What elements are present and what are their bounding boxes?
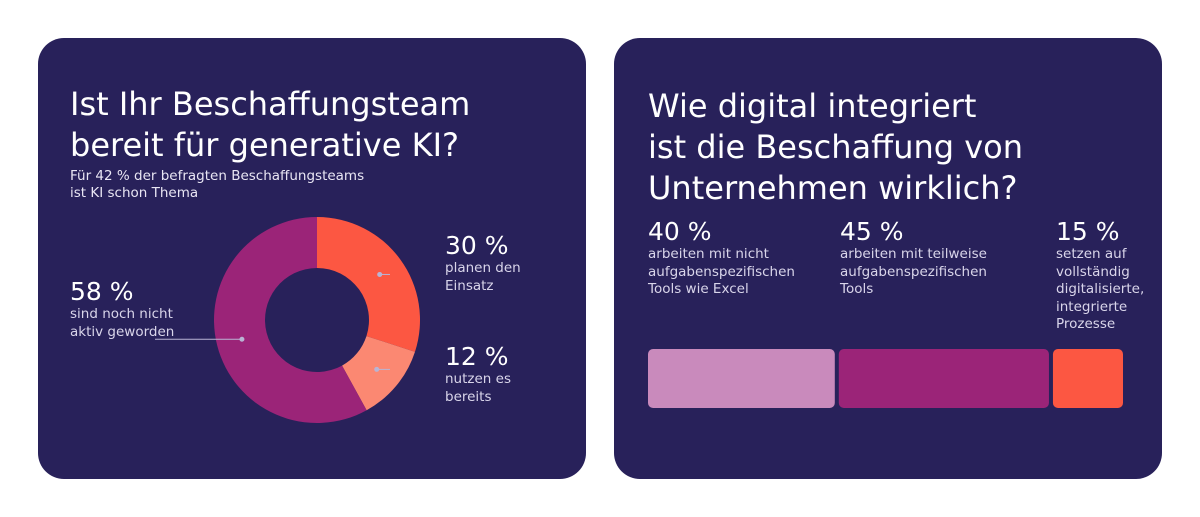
- slice-nutzen: [342, 336, 415, 411]
- slice-percent: 58 %: [70, 277, 134, 306]
- chart-title-left: Ist Ihr Beschaffungsteam bereit für gene…: [70, 84, 470, 166]
- bar-segment-integriert: [1052, 349, 1123, 408]
- donut-chart: [155, 217, 420, 423]
- stacked-bar-chart: [648, 349, 1123, 408]
- title-line: Ist Ihr Beschaffungsteam: [70, 85, 471, 123]
- leader-dot: [374, 366, 380, 372]
- bar-segment-teilweise: [838, 349, 1049, 408]
- slice-label-nicht-aktiv: 58 % sind noch nicht aktiv geworden: [70, 278, 174, 341]
- segment-label-teilweise: 45 % arbeiten mit teilweise aufgabenspez…: [840, 218, 987, 299]
- segment-description: arbeiten mit teilweise aufgabenspezifisc…: [840, 246, 987, 297]
- subtitle-line: Für 42 % der befragten Beschaffungsteams: [70, 168, 365, 184]
- segment-percent: 45 %: [840, 217, 904, 246]
- slice-percent: 12 %: [445, 342, 509, 371]
- segment-percent: 15 %: [1056, 217, 1120, 246]
- bar-segment-excel: [648, 349, 835, 408]
- slice-description: planen den Einsatz: [445, 260, 521, 294]
- donut-chart-card: Ist Ihr Beschaffungsteam bereit für gene…: [38, 38, 586, 479]
- leader-dot: [239, 336, 245, 342]
- chart-subtitle: Für 42 % der befragten Beschaffungsteams…: [70, 168, 364, 202]
- slice-description: sind noch nicht aktiv geworden: [70, 306, 175, 340]
- title-line: bereit für generative KI?: [70, 126, 459, 164]
- slice-label-planen: 30 % planen den Einsatz: [445, 232, 521, 295]
- subtitle-line: ist KI schon Thema: [70, 185, 199, 201]
- title-line: Unternehmen wirklich?: [648, 169, 1018, 207]
- bar-chart-card: Wie digital integriert ist die Beschaffu…: [614, 38, 1162, 479]
- segment-description: arbeiten mit nicht aufgabenspezifischen …: [648, 246, 795, 297]
- title-line: ist die Beschaffung von: [648, 128, 1024, 166]
- segment-label-integriert: 15 % setzen auf vollständig digitalisier…: [1056, 218, 1144, 334]
- chart-title-right: Wie digital integriert ist die Beschaffu…: [648, 86, 1023, 209]
- slice-nicht-aktiv: [213, 217, 367, 423]
- leader-dot: [377, 271, 383, 277]
- title-line: Wie digital integriert: [648, 87, 977, 125]
- segment-percent: 40 %: [648, 217, 712, 246]
- slice-description: nutzen es bereits: [445, 371, 511, 405]
- slice-label-nutzen: 12 % nutzen es bereits: [445, 343, 511, 406]
- segment-label-excel: 40 % arbeiten mit nicht aufgabenspezifis…: [648, 218, 795, 299]
- slice-planen: [317, 217, 420, 352]
- slice-percent: 30 %: [445, 231, 509, 260]
- segment-description: setzen auf vollständig digitalisierte, i…: [1056, 246, 1145, 332]
